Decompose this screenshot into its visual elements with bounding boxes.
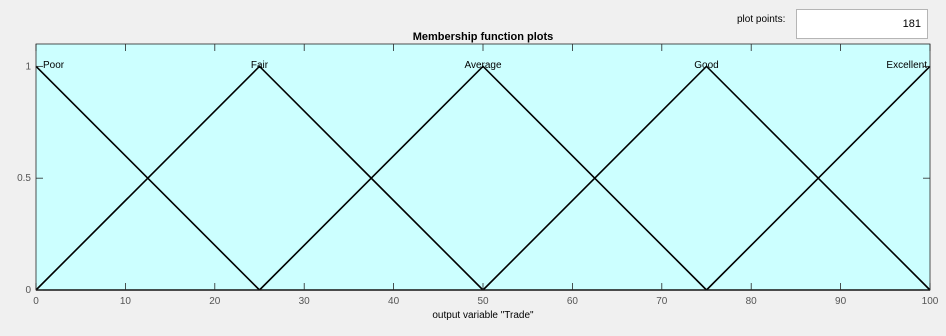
x-tick-label: 0 xyxy=(33,296,39,307)
x-tick-label: 10 xyxy=(120,296,132,307)
x-tick-label: 90 xyxy=(835,296,847,307)
mf-label-good: Good xyxy=(694,60,718,71)
plot-title: Membership function plots xyxy=(412,31,554,43)
mf-label-fair: Fair xyxy=(251,60,269,71)
mf-label-average: Average xyxy=(464,60,502,71)
x-tick-label: 100 xyxy=(922,296,939,307)
x-tick-label: 70 xyxy=(656,296,668,307)
mf-line-average[interactable] xyxy=(258,65,708,291)
mf-label-excellent: Excellent xyxy=(886,60,927,71)
x-tick-label: 30 xyxy=(299,296,311,307)
x-tick-label: 20 xyxy=(209,296,221,307)
mf-line-good[interactable] xyxy=(482,65,931,291)
x-tick-label: 50 xyxy=(477,296,489,307)
x-tick-label: 60 xyxy=(567,296,579,307)
y-tick-label: 0.5 xyxy=(17,173,31,184)
x-tick-label: 80 xyxy=(746,296,758,307)
mf-line-excellent[interactable] xyxy=(705,65,931,291)
plot-area[interactable] xyxy=(36,44,930,290)
mf-label-poor: Poor xyxy=(43,60,65,71)
y-tick-label: 1 xyxy=(25,61,31,72)
x-axis-label: output variable "Trade" xyxy=(432,310,534,321)
mf-line-fair[interactable] xyxy=(35,65,484,291)
x-tick-label: 40 xyxy=(388,296,400,307)
y-tick-label: 0 xyxy=(25,285,31,296)
plot-points-label: plot points: xyxy=(737,14,786,25)
plot-points-input[interactable] xyxy=(796,9,928,39)
